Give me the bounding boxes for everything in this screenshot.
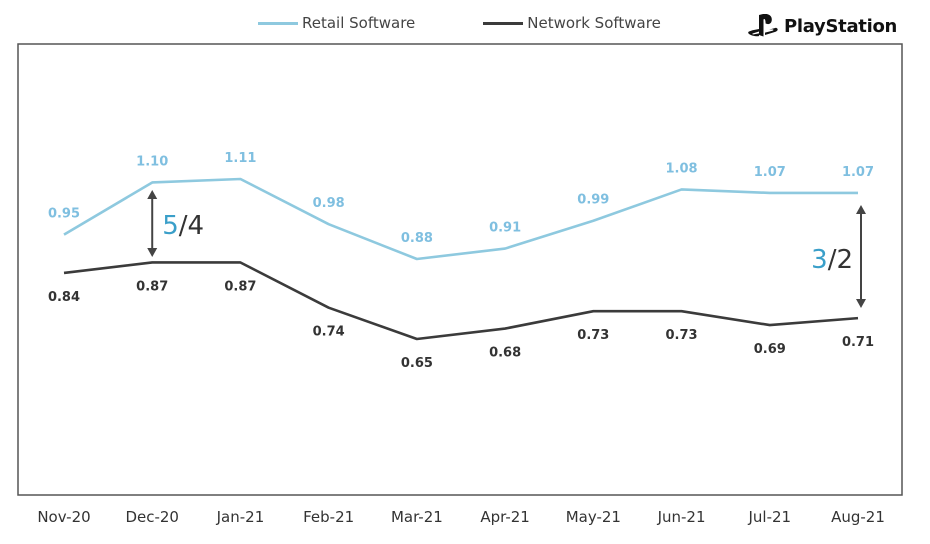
data-label-retail: 1.10 bbox=[136, 154, 168, 169]
x-tick-label: Feb-21 bbox=[303, 508, 354, 526]
data-label-network: 0.71 bbox=[842, 335, 874, 350]
chart-legend: Retail Software Network Software bbox=[258, 14, 661, 32]
ratio-annotations: 5/4 3/2 bbox=[147, 190, 866, 308]
ratio-arrow-head bbox=[147, 248, 158, 257]
data-label-network: 0.69 bbox=[754, 342, 786, 357]
x-tick-label: Jun-21 bbox=[657, 508, 706, 526]
ratio-arrow-head bbox=[856, 299, 866, 308]
x-axis-ticks: Nov-20 Dec-20 Jan-21 Feb-21 Mar-21 Apr-21 May-… bbox=[37, 508, 885, 526]
x-tick-label: May-21 bbox=[566, 508, 621, 526]
plot-frame bbox=[17, 43, 903, 496]
x-tick-label: Jan-21 bbox=[216, 508, 265, 526]
x-tick-label: Nov-20 bbox=[37, 508, 90, 526]
legend-swatch-network bbox=[483, 21, 524, 25]
playstation-brand: PlayStation bbox=[748, 14, 897, 38]
x-tick-label: Aug-21 bbox=[831, 508, 885, 526]
data-label-retail: 0.98 bbox=[313, 196, 345, 211]
ratio-arrow-head bbox=[856, 205, 866, 214]
x-tick-label: Dec-20 bbox=[125, 508, 179, 526]
legend-item-network: Network Software bbox=[483, 14, 661, 32]
legend-swatch-retail bbox=[258, 21, 298, 25]
series-line-network bbox=[63, 261, 859, 341]
data-label-retail: 0.95 bbox=[48, 207, 80, 222]
legend-label-retail: Retail Software bbox=[302, 14, 416, 32]
data-label-retail: 0.91 bbox=[489, 221, 521, 236]
ratio-label: 3/2 bbox=[811, 245, 853, 275]
data-label-network: 0.87 bbox=[136, 279, 168, 294]
data-label-retail: 1.07 bbox=[842, 165, 874, 180]
x-tick-label: Apr-21 bbox=[480, 508, 530, 526]
data-label-network: 0.84 bbox=[48, 290, 80, 305]
data-label-network: 0.74 bbox=[313, 325, 345, 340]
data-label-retail: 1.07 bbox=[754, 165, 786, 180]
legend-item-retail: Retail Software bbox=[258, 14, 415, 32]
playstation-logo-icon bbox=[748, 14, 778, 37]
data-label-retail: 0.88 bbox=[401, 231, 433, 246]
brand-name: PlayStation bbox=[784, 15, 898, 37]
x-tick-label: Mar-21 bbox=[391, 508, 443, 526]
data-label-retail: 0.99 bbox=[577, 193, 609, 208]
data-label-network: 0.73 bbox=[666, 328, 698, 343]
x-tick-label: Jul-21 bbox=[747, 508, 791, 526]
data-label-network: 0.68 bbox=[489, 346, 521, 361]
data-label-retail: 1.11 bbox=[224, 151, 256, 166]
data-label-network: 0.73 bbox=[577, 328, 609, 343]
legend-label-network: Network Software bbox=[527, 14, 661, 32]
data-label-retail: 1.08 bbox=[666, 161, 698, 176]
series-line-retail bbox=[63, 177, 858, 261]
data-label-network: 0.65 bbox=[401, 356, 433, 371]
ratio-label: 5/4 bbox=[162, 211, 204, 241]
data-labels-layer: 0.95 1.10 1.11 0.98 0.88 0.91 0.99 1.08 1.07 1.07… bbox=[48, 151, 874, 371]
data-label-network: 0.87 bbox=[224, 279, 256, 294]
series-layer bbox=[63, 177, 859, 341]
ratio-arrow-head bbox=[147, 190, 158, 199]
